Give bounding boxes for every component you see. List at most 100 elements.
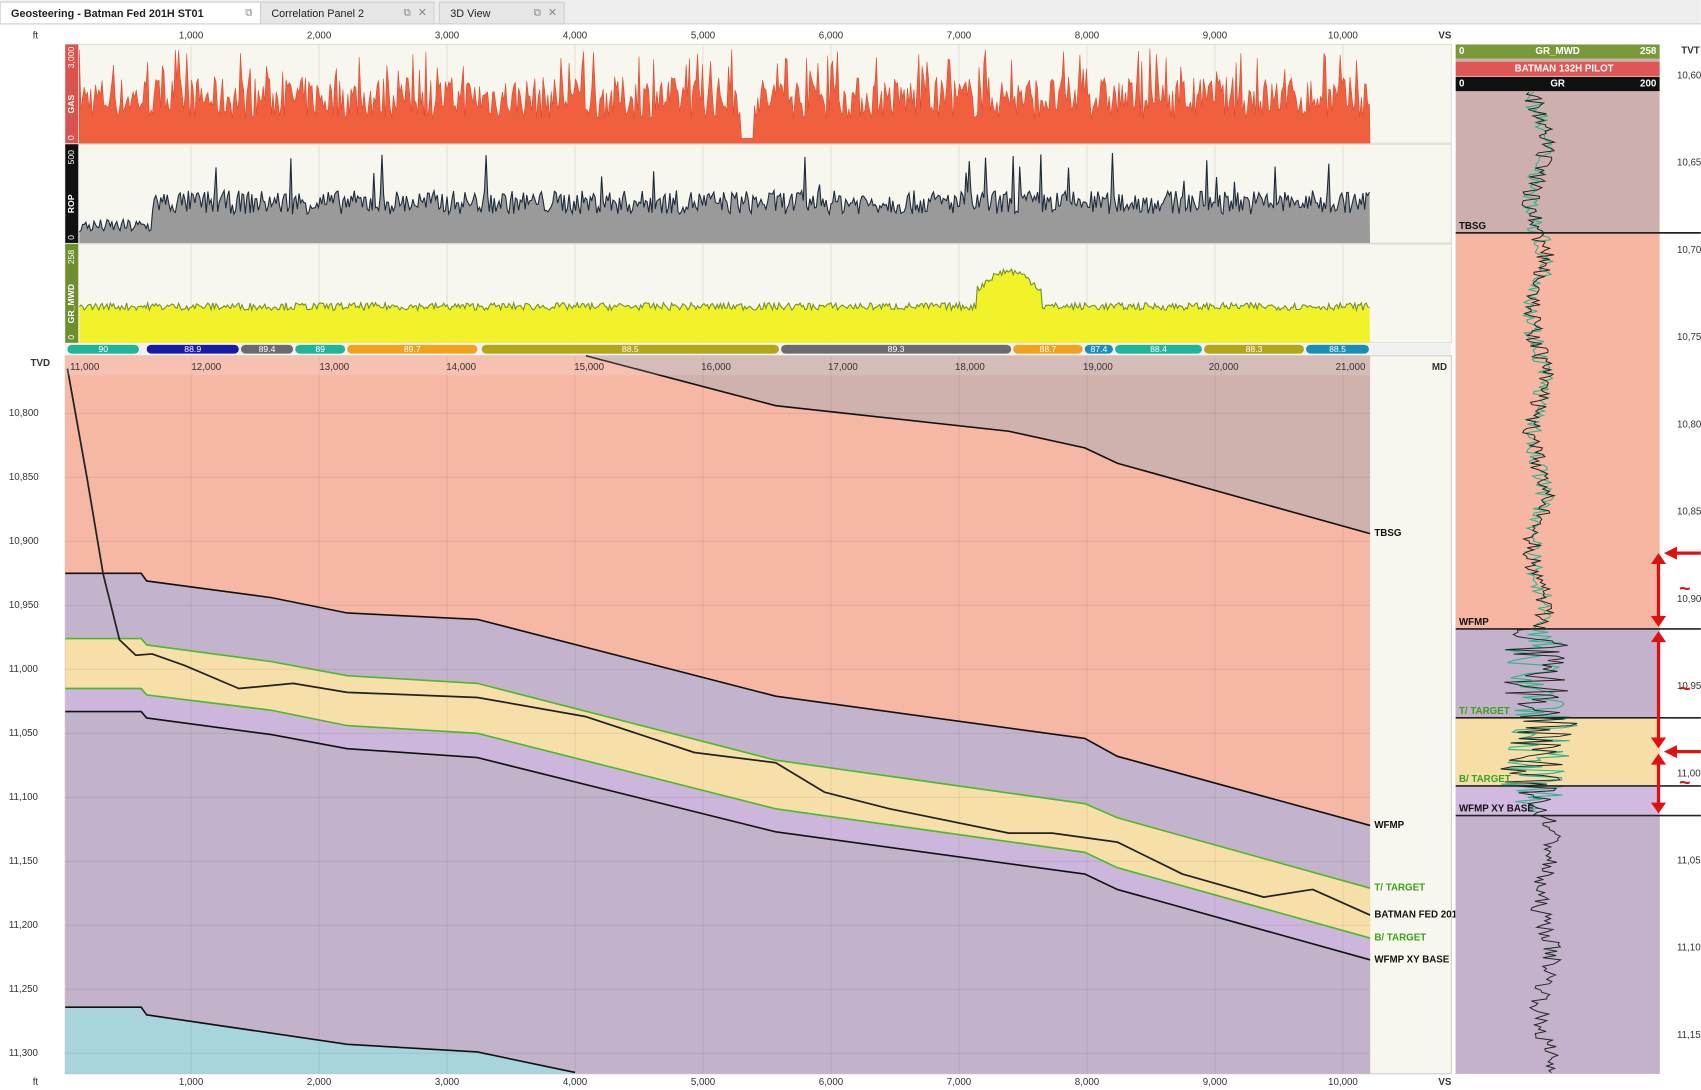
track-max: 258 <box>66 250 76 265</box>
dip-segment <box>1115 344 1202 354</box>
vs-tick-label: 9,000 <box>1203 30 1228 41</box>
tab[interactable] <box>259 1 435 25</box>
header-min: 0 <box>1459 46 1465 57</box>
pilot-zone <box>1455 815 1660 1074</box>
horizon-line <box>65 687 1371 939</box>
track-max: 500 <box>66 150 76 165</box>
arrow-head <box>1663 546 1677 560</box>
tvt-tick-label: 10,800 <box>1677 419 1701 430</box>
arrow-head <box>1650 631 1667 643</box>
dip-label: 88.9 <box>184 344 201 354</box>
tvt-tick-label: 10,900 <box>1677 594 1701 605</box>
horizon-label: B/ TARGET <box>1374 933 1426 944</box>
vs-tick-label: 1,000 <box>179 1077 204 1088</box>
pilot-top-label: WFMP <box>1459 617 1489 628</box>
tvd-tick-label: 11,000 <box>9 664 39 675</box>
tvt-tick-label: 11,050 <box>1677 855 1701 866</box>
dip-segment <box>347 344 478 354</box>
track-strip <box>65 44 79 144</box>
track-max: 3,000 <box>66 46 76 68</box>
tvd-tick-label: 10,900 <box>9 536 39 547</box>
md-tick-label: 19,000 <box>1083 362 1113 373</box>
md-tick-label: 12,000 <box>191 362 221 373</box>
md-tick-label: 15,000 <box>574 362 604 373</box>
arrow-head <box>1650 737 1667 749</box>
header-max: 200 <box>1640 79 1657 90</box>
tvt-tick-label: 11,150 <box>1677 1030 1701 1041</box>
dip-segment <box>240 344 294 354</box>
pilot-well: BATMAN 132H PILOT <box>1515 63 1614 74</box>
header-name: GR <box>1550 79 1565 90</box>
tvd-tick-label: 10,850 <box>9 472 39 483</box>
tab-title[interactable]: 3D View <box>450 8 490 20</box>
dip-segment <box>1013 344 1083 354</box>
dip-label: 89.3 <box>888 344 905 354</box>
annotation: ~ <box>1679 678 1690 700</box>
dip-label: 88.5 <box>622 344 639 354</box>
pilot-curve <box>1500 91 1578 1074</box>
horizon-line <box>65 572 1371 827</box>
dip-segment <box>67 344 139 354</box>
tab-icon: ⧉ <box>534 8 541 19</box>
vs-label: VS <box>1438 30 1452 41</box>
dip-segment <box>481 344 779 354</box>
tab-close[interactable]: ✕ <box>548 7 557 19</box>
horizon-line <box>65 1006 576 1074</box>
log-curve <box>78 267 1370 313</box>
formation-fill <box>585 355 1371 534</box>
tvt-tick-label: 10,700 <box>1677 245 1701 256</box>
tab-close[interactable]: ✕ <box>418 7 427 19</box>
tvt-tick-label: 10,750 <box>1677 332 1701 343</box>
pilot-curve <box>1501 91 1579 813</box>
tvt-tick-label: 11,000 <box>1677 768 1701 779</box>
dip-segment <box>1084 344 1113 354</box>
horizon-label: TBSG <box>1374 528 1401 539</box>
vs-unit: ft <box>33 1077 39 1088</box>
pilot-curve-header <box>1455 77 1660 92</box>
vs-tick-label: 4,000 <box>563 30 588 41</box>
annotation: ~ <box>1679 772 1690 794</box>
horizon-line <box>585 354 1371 535</box>
log-curve <box>78 152 1370 233</box>
tvd-tick-label: 11,050 <box>9 728 39 739</box>
tab-icon: ⧉ <box>404 8 411 19</box>
horizon-line <box>65 637 1371 889</box>
vs-tick-label: 5,000 <box>691 30 716 41</box>
dip-label: 88.4 <box>1150 344 1167 354</box>
horizon-label: WFMP XY BASE <box>1374 954 1449 965</box>
arrow-head <box>1650 553 1667 564</box>
dip-segment <box>146 344 239 354</box>
arrow-head <box>1663 745 1677 759</box>
formation-fill <box>65 711 1371 1074</box>
wellbore-path <box>66 368 1371 916</box>
track-min: 0 <box>66 235 76 240</box>
vs-tick-label: 9,000 <box>1203 1077 1228 1088</box>
tvd-tick-label: 10,800 <box>9 408 39 419</box>
track-name: GAS <box>66 95 76 114</box>
vs-tick-label: 7,000 <box>947 30 972 41</box>
dip-label: 89.4 <box>259 344 276 354</box>
pilot-header <box>1455 44 1660 59</box>
dip-segment <box>781 344 1012 354</box>
vs-tick-label: 10,000 <box>1328 30 1358 41</box>
md-axis-band <box>65 355 1371 376</box>
arrow-head <box>1650 616 1667 627</box>
track-name: ROP <box>66 194 76 213</box>
track-min: 0 <box>66 335 76 340</box>
vs-tick-label: 3,000 <box>435 1077 460 1088</box>
dip-segment <box>1204 344 1304 354</box>
vs-tick-label: 2,000 <box>307 30 332 41</box>
tab[interactable] <box>438 1 565 25</box>
md-label: MD <box>1432 362 1447 373</box>
tvt-tick-label: 11,100 <box>1677 943 1701 954</box>
horizon-label: WFMP <box>1374 820 1404 831</box>
pilot-top-label: WFMP XY BASE <box>1459 804 1534 815</box>
horizon-label: T/ TARGET <box>1374 883 1425 894</box>
tab-title[interactable]: Geosteering - Batman Fed 201H ST01 <box>11 8 204 20</box>
vs-tick-label: 6,000 <box>819 1077 844 1088</box>
tvd-tick-label: 11,200 <box>9 920 39 931</box>
vs-label: VS <box>1438 1077 1452 1088</box>
tab-title[interactable]: Correlation Panel 2 <box>271 8 364 20</box>
wellbore-label: BATMAN FED 201 <box>1374 910 1457 921</box>
md-tick-label: 16,000 <box>701 362 731 373</box>
